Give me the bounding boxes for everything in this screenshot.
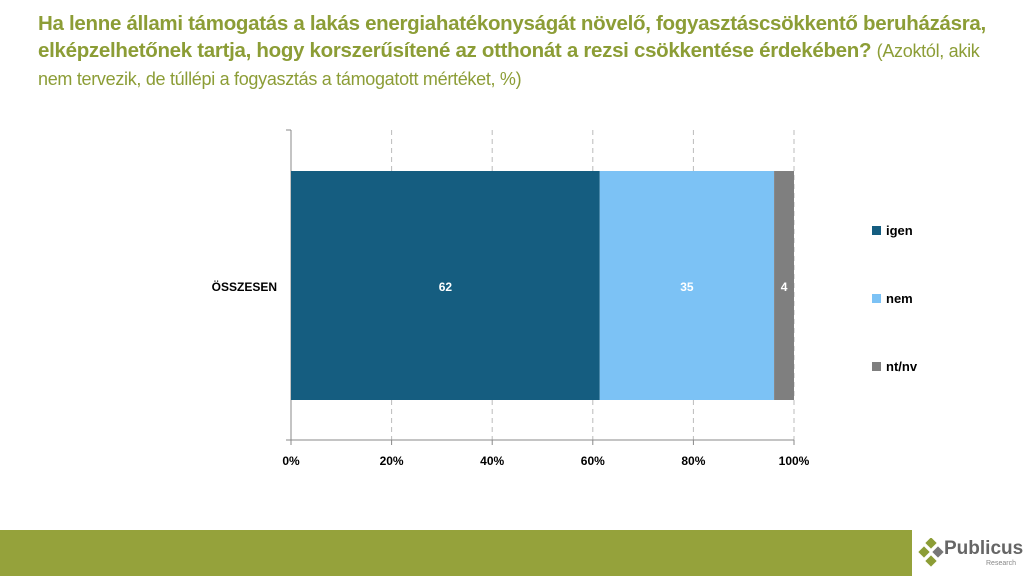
x-tick-label: 20%	[380, 454, 404, 468]
legend-swatch	[872, 294, 881, 303]
title-main: Ha lenne állami támogatás a lakás energi…	[38, 12, 986, 62]
category-label: ÖSSZESEN	[212, 279, 277, 294]
x-tick-label: 80%	[681, 454, 705, 468]
data-label: 62	[439, 280, 453, 294]
logo-name: Publicus	[944, 538, 1024, 559]
bar-nem	[599, 171, 775, 400]
stacked-bar-chart: 0% 20% 40% 60% 80% 100% ÖSSZESEN 62 igen 35 nem 4 nt…	[212, 129, 918, 468]
logo-diamonds-icon	[918, 538, 944, 567]
legend-label: igen	[886, 223, 913, 238]
x-tick-label: 0%	[282, 454, 300, 468]
logo-tagline: Research	[986, 560, 1016, 567]
chart-title: Ha lenne állami támogatás a lakás energi…	[38, 10, 998, 93]
legend-label: nt/nv	[886, 359, 918, 374]
publicus-logo: Publicus Research	[918, 536, 1024, 576]
legend-swatch	[872, 226, 881, 235]
data-label: 4	[781, 280, 788, 294]
legend-swatch	[872, 362, 881, 371]
bar-nt-nv	[774, 171, 794, 400]
title-subtitle: (Azoktól, akik nem tervezik, de túllépi …	[38, 41, 980, 89]
x-tick-label: 40%	[480, 454, 504, 468]
footer-band	[0, 530, 912, 576]
bar-igen	[291, 171, 600, 400]
x-tick-label: 60%	[581, 454, 605, 468]
legend-label: nem	[886, 291, 913, 306]
x-tick-label: 100%	[779, 454, 810, 468]
data-label: 35	[680, 280, 694, 294]
